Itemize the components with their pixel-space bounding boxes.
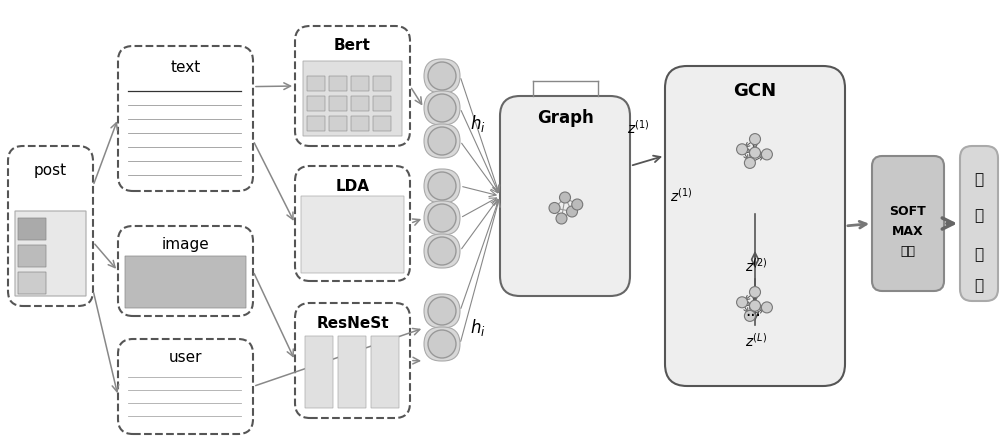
FancyBboxPatch shape bbox=[307, 116, 325, 131]
Circle shape bbox=[737, 144, 748, 155]
Text: $z^{(L)}$: $z^{(L)}$ bbox=[745, 332, 767, 350]
FancyBboxPatch shape bbox=[18, 272, 46, 294]
FancyBboxPatch shape bbox=[118, 339, 253, 434]
FancyBboxPatch shape bbox=[371, 336, 399, 408]
Text: text: text bbox=[170, 61, 201, 75]
Text: 是: 是 bbox=[974, 173, 984, 188]
FancyBboxPatch shape bbox=[301, 196, 404, 273]
FancyBboxPatch shape bbox=[424, 124, 460, 158]
FancyBboxPatch shape bbox=[295, 26, 410, 146]
Text: $h_i$: $h_i$ bbox=[470, 113, 486, 135]
FancyBboxPatch shape bbox=[373, 116, 391, 131]
FancyBboxPatch shape bbox=[872, 156, 944, 291]
FancyBboxPatch shape bbox=[329, 96, 347, 111]
FancyBboxPatch shape bbox=[960, 146, 998, 301]
Text: LDA: LDA bbox=[336, 178, 370, 194]
FancyBboxPatch shape bbox=[329, 76, 347, 91]
Circle shape bbox=[744, 157, 755, 169]
FancyBboxPatch shape bbox=[424, 201, 460, 235]
FancyBboxPatch shape bbox=[500, 96, 630, 296]
Circle shape bbox=[549, 202, 560, 214]
Circle shape bbox=[750, 134, 761, 145]
Text: 否: 否 bbox=[974, 208, 984, 223]
Circle shape bbox=[737, 297, 748, 308]
FancyBboxPatch shape bbox=[424, 234, 460, 268]
FancyBboxPatch shape bbox=[373, 96, 391, 111]
FancyBboxPatch shape bbox=[424, 59, 460, 93]
Circle shape bbox=[428, 94, 456, 122]
Circle shape bbox=[556, 213, 567, 224]
FancyBboxPatch shape bbox=[307, 76, 325, 91]
Circle shape bbox=[750, 147, 761, 158]
Text: ...: ... bbox=[745, 302, 761, 320]
FancyBboxPatch shape bbox=[305, 336, 333, 408]
FancyBboxPatch shape bbox=[424, 327, 460, 361]
FancyBboxPatch shape bbox=[118, 226, 253, 316]
Text: Graph: Graph bbox=[537, 109, 593, 127]
FancyBboxPatch shape bbox=[18, 218, 46, 240]
FancyBboxPatch shape bbox=[307, 96, 325, 111]
FancyBboxPatch shape bbox=[665, 66, 845, 386]
Circle shape bbox=[761, 149, 772, 160]
Text: $h_i$: $h_i$ bbox=[470, 318, 486, 339]
Text: MAX: MAX bbox=[892, 225, 924, 238]
FancyBboxPatch shape bbox=[424, 169, 460, 203]
FancyBboxPatch shape bbox=[303, 61, 402, 136]
FancyBboxPatch shape bbox=[8, 146, 93, 306]
Text: $z^{(1)}$: $z^{(1)}$ bbox=[627, 119, 650, 137]
Circle shape bbox=[428, 204, 456, 232]
FancyBboxPatch shape bbox=[424, 294, 460, 328]
Circle shape bbox=[428, 237, 456, 265]
Text: $z^{(2)}$: $z^{(2)}$ bbox=[745, 257, 768, 275]
Text: ResNeSt: ResNeSt bbox=[316, 315, 389, 330]
Circle shape bbox=[428, 62, 456, 90]
FancyBboxPatch shape bbox=[351, 96, 369, 111]
FancyBboxPatch shape bbox=[329, 116, 347, 131]
Circle shape bbox=[744, 310, 755, 322]
Text: 谣: 谣 bbox=[974, 247, 984, 262]
Circle shape bbox=[572, 199, 583, 210]
Circle shape bbox=[567, 206, 578, 217]
Circle shape bbox=[761, 302, 772, 313]
Circle shape bbox=[560, 192, 570, 203]
Text: user: user bbox=[169, 350, 202, 364]
FancyBboxPatch shape bbox=[18, 245, 46, 267]
FancyBboxPatch shape bbox=[351, 116, 369, 131]
Circle shape bbox=[750, 300, 761, 311]
Circle shape bbox=[750, 287, 761, 297]
Text: post: post bbox=[34, 164, 67, 178]
Text: GCN: GCN bbox=[733, 82, 777, 100]
FancyBboxPatch shape bbox=[351, 76, 369, 91]
FancyBboxPatch shape bbox=[338, 336, 366, 408]
Text: Bert: Bert bbox=[334, 38, 371, 54]
FancyBboxPatch shape bbox=[15, 211, 86, 296]
Circle shape bbox=[428, 127, 456, 155]
Text: 言: 言 bbox=[974, 278, 984, 293]
FancyBboxPatch shape bbox=[424, 91, 460, 125]
Text: image: image bbox=[162, 236, 209, 252]
FancyBboxPatch shape bbox=[125, 256, 246, 308]
Text: 分类: 分类 bbox=[900, 245, 916, 258]
FancyBboxPatch shape bbox=[295, 303, 410, 418]
Circle shape bbox=[428, 330, 456, 358]
FancyBboxPatch shape bbox=[373, 76, 391, 91]
Text: SOFT: SOFT bbox=[890, 205, 926, 218]
FancyBboxPatch shape bbox=[295, 166, 410, 281]
Text: $z^{(1)}$: $z^{(1)}$ bbox=[670, 187, 693, 205]
Circle shape bbox=[428, 172, 456, 200]
FancyBboxPatch shape bbox=[118, 46, 253, 191]
Circle shape bbox=[428, 297, 456, 325]
